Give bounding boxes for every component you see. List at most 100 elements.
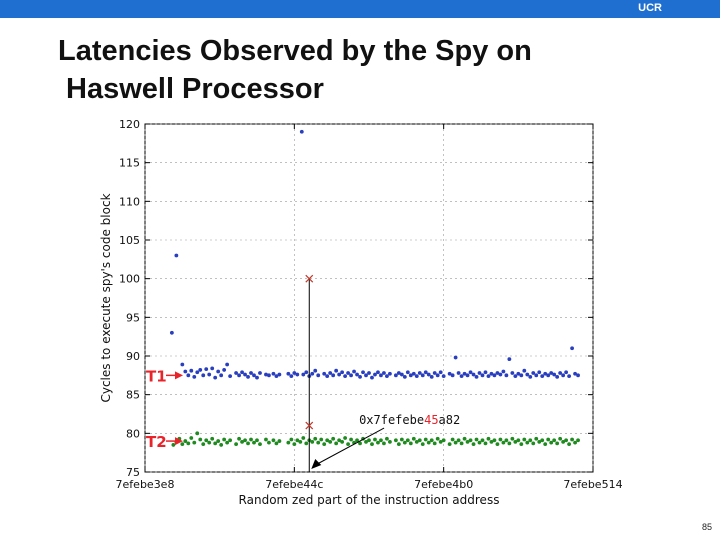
x-marker-stroke [305,274,314,283]
t2-point [355,438,359,443]
t1-point [510,371,515,375]
annotations: 0x7fefebe45a82 T1 T2 [146,274,460,472]
thread-arrow-head [175,371,183,380]
t1-point [352,369,356,374]
t2-point [370,442,374,447]
t1-point [222,368,227,372]
t1-point [237,373,241,378]
t1-point [441,374,446,379]
plot-area [144,123,594,473]
t2-point [468,438,473,443]
t1-point [249,371,253,375]
t2-point [414,439,419,444]
t2-point [405,438,410,443]
t2-point [546,437,551,442]
t1-point [519,373,524,378]
t2-point [426,440,431,445]
t2-point [513,439,518,444]
t2-point [450,437,455,442]
t1-point [343,374,348,379]
y-tick-label: 85 [126,389,140,402]
t1-point [299,129,304,134]
address-prefix: 0x7fefebe [359,413,424,427]
t1-point [198,368,203,372]
t1-point [216,369,221,374]
t2-point [441,438,446,443]
x-marker-stroke [305,421,314,430]
t2-point [483,441,488,446]
t1-point [468,370,473,375]
t2-point [373,437,377,442]
t2-point [304,441,309,446]
t2-point [213,441,218,446]
t1-point [355,372,359,377]
t2-point [576,438,580,443]
address-label: 0x7fefebe45a82 [359,413,460,427]
t2-point [210,436,215,441]
header-bar: UCR [0,0,720,18]
t1-point [331,373,336,378]
t1-point [385,374,389,379]
t1-point [489,371,494,376]
t1-point [417,371,422,375]
t2-point [447,442,452,447]
t2-point [343,436,348,440]
t1-point [576,373,580,378]
t2-point [501,440,506,445]
t1-point [255,375,259,380]
t2-point [549,440,554,445]
t1-point [531,371,536,375]
t2-point [240,439,244,444]
t1-point [462,371,467,376]
t2-point [456,438,461,443]
t1-point [405,370,410,375]
t1-point [474,374,479,379]
y-tick-label: 95 [126,311,140,324]
t2-point [295,438,300,443]
t2-point [292,442,297,447]
t1-point [246,374,250,379]
t2-point [382,441,386,446]
t2-point [396,442,401,447]
t1-point [513,374,518,379]
y-tick-label: 100 [119,273,140,286]
t1-point [429,374,434,379]
t1-point [201,373,206,378]
t2-point [222,437,227,442]
t1-point [573,371,577,376]
t1-point [528,374,533,379]
x-tick-label: 7efebe514 [563,478,622,491]
x-tick-label: 7efebe3e8 [116,478,175,491]
t1-point [486,374,491,379]
t1-point [186,373,191,378]
y-axis: 75 80 85 90 95 100 105 110 115 120 [119,118,593,479]
y-tick-label: 115 [119,157,140,170]
y-tick-label: 80 [126,427,140,440]
t1-point [195,370,200,375]
t2-point [567,442,572,447]
t1-point [234,371,238,375]
t1-point [286,371,291,376]
t2-point [346,442,350,447]
t1-point [393,373,398,378]
t1-point [240,370,244,375]
t2-point [189,436,194,440]
t1-point [567,374,572,379]
t2-point [319,437,324,442]
t1-point [274,374,279,379]
t1-point [364,373,368,378]
t1-point [399,372,404,377]
t2-point [570,437,574,442]
t1-point [219,373,224,378]
t2-point [438,439,443,444]
t1-point [534,373,539,378]
t1-point [337,372,342,377]
t1-point [292,371,297,375]
t1-point [271,371,276,376]
t1-point [322,371,327,376]
t1-point [414,374,419,379]
t1-point [243,372,247,377]
t2-point [498,437,503,442]
t1-point [361,370,365,375]
t1-point [495,371,500,375]
